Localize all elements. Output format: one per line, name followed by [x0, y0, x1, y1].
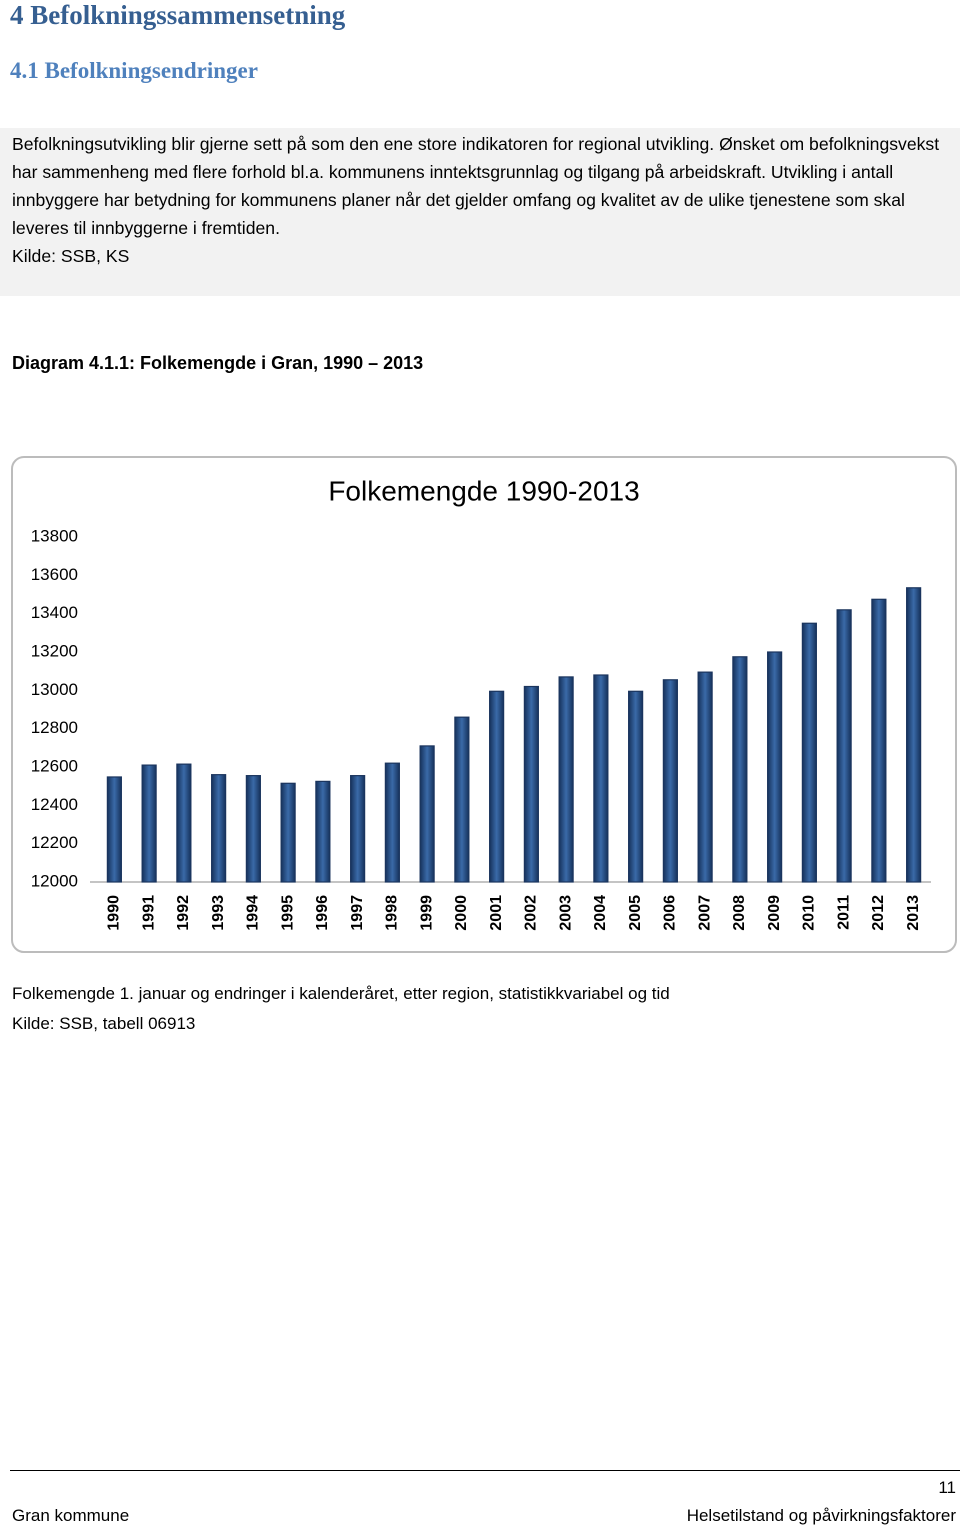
x-tick-label: 2005 — [627, 895, 644, 931]
bar — [211, 774, 227, 883]
x-tick-label: 2011 — [835, 895, 852, 930]
y-tick-label: 12600 — [31, 756, 78, 775]
y-tick-label: 12800 — [31, 718, 78, 737]
x-tick-label: 1994 — [245, 895, 262, 931]
intro-paragraph: Befolkningsutvikling blir gjerne sett på… — [12, 134, 940, 238]
chart-title: Folkemengde 1990-2013 — [328, 475, 639, 506]
note: Kilde: SSB, tabell 06913 — [12, 1014, 196, 1033]
x-tick-label: 1998 — [384, 895, 401, 931]
bar — [732, 656, 748, 883]
footer-right: Helsetilstand og påvirkningsfaktorer — [686, 1506, 956, 1525]
x-tick-label: 2002 — [523, 895, 540, 931]
x-tick-label: 2004 — [592, 895, 609, 931]
bar — [593, 674, 609, 883]
y-tick-label: 13000 — [31, 680, 78, 699]
y-tick-label: 12200 — [31, 833, 78, 852]
bar — [280, 782, 296, 883]
bar — [767, 651, 783, 883]
x-tick-label: 1992 — [175, 895, 192, 931]
bar — [906, 587, 922, 883]
bar — [523, 685, 539, 883]
bar — [245, 775, 261, 883]
bar — [141, 764, 157, 883]
x-tick-label: 2010 — [801, 895, 818, 931]
bar — [558, 676, 574, 883]
y-tick-label: 12400 — [31, 795, 78, 814]
bar — [384, 762, 400, 883]
x-tick-label: 2012 — [870, 895, 887, 931]
bar — [628, 690, 644, 883]
bar — [454, 716, 470, 883]
intro-box: Befolkningsutvikling blir gjerne sett på… — [0, 128, 960, 296]
x-tick-label: 1997 — [349, 895, 366, 931]
bar — [176, 763, 192, 883]
x-tick-label: 1991 — [140, 895, 157, 931]
x-tick-label: 2008 — [731, 895, 748, 931]
x-tick-label: 1996 — [314, 895, 331, 931]
bar — [871, 598, 887, 883]
x-tick-label: 1995 — [279, 895, 296, 931]
bar — [662, 679, 678, 883]
footer-rule — [10, 1470, 960, 1471]
bar — [315, 780, 331, 883]
x-tick-label: 1993 — [210, 895, 227, 931]
footer-left: Gran kommune — [12, 1506, 130, 1525]
x-tick-label: 1990 — [106, 895, 123, 931]
x-tick-label: 2009 — [766, 895, 783, 931]
page-number: 11 — [938, 1478, 956, 1497]
bar — [697, 671, 713, 883]
bar — [836, 609, 852, 883]
x-tick-label: 2003 — [557, 895, 574, 931]
bar — [801, 622, 817, 883]
y-tick-label: 13400 — [31, 603, 78, 622]
intro-source: Kilde: SSB, KS — [12, 246, 130, 266]
bar — [419, 745, 435, 883]
heading: 4 Befolkningssammensetning — [10, 0, 346, 30]
x-tick-label: 2001 — [488, 895, 505, 931]
x-tick-label: 2000 — [453, 895, 470, 931]
y-tick-label: 13600 — [31, 565, 78, 584]
y-tick-label: 13200 — [31, 641, 78, 660]
x-tick-label: 2013 — [905, 895, 922, 931]
note: Folkemengde 1. januar og endringer i kal… — [12, 984, 670, 1003]
chart: Folkemengde 1990-2013 12000 12200 12400 126… — [11, 456, 957, 953]
y-tick-label: 12000 — [31, 871, 78, 890]
x-tick-label: 2007 — [696, 895, 713, 931]
bar — [106, 776, 122, 883]
bar — [350, 775, 366, 883]
diagram-caption: Diagram 4.1.1: Folkemengde i Gran, 1990 … — [12, 353, 424, 373]
bar — [489, 690, 505, 883]
subheading: 4.1 Befolkningsendringer — [10, 58, 258, 83]
x-tick-label: 2006 — [662, 895, 679, 931]
y-tick-label: 13800 — [31, 526, 78, 545]
x-tick-label: 1999 — [418, 895, 435, 931]
